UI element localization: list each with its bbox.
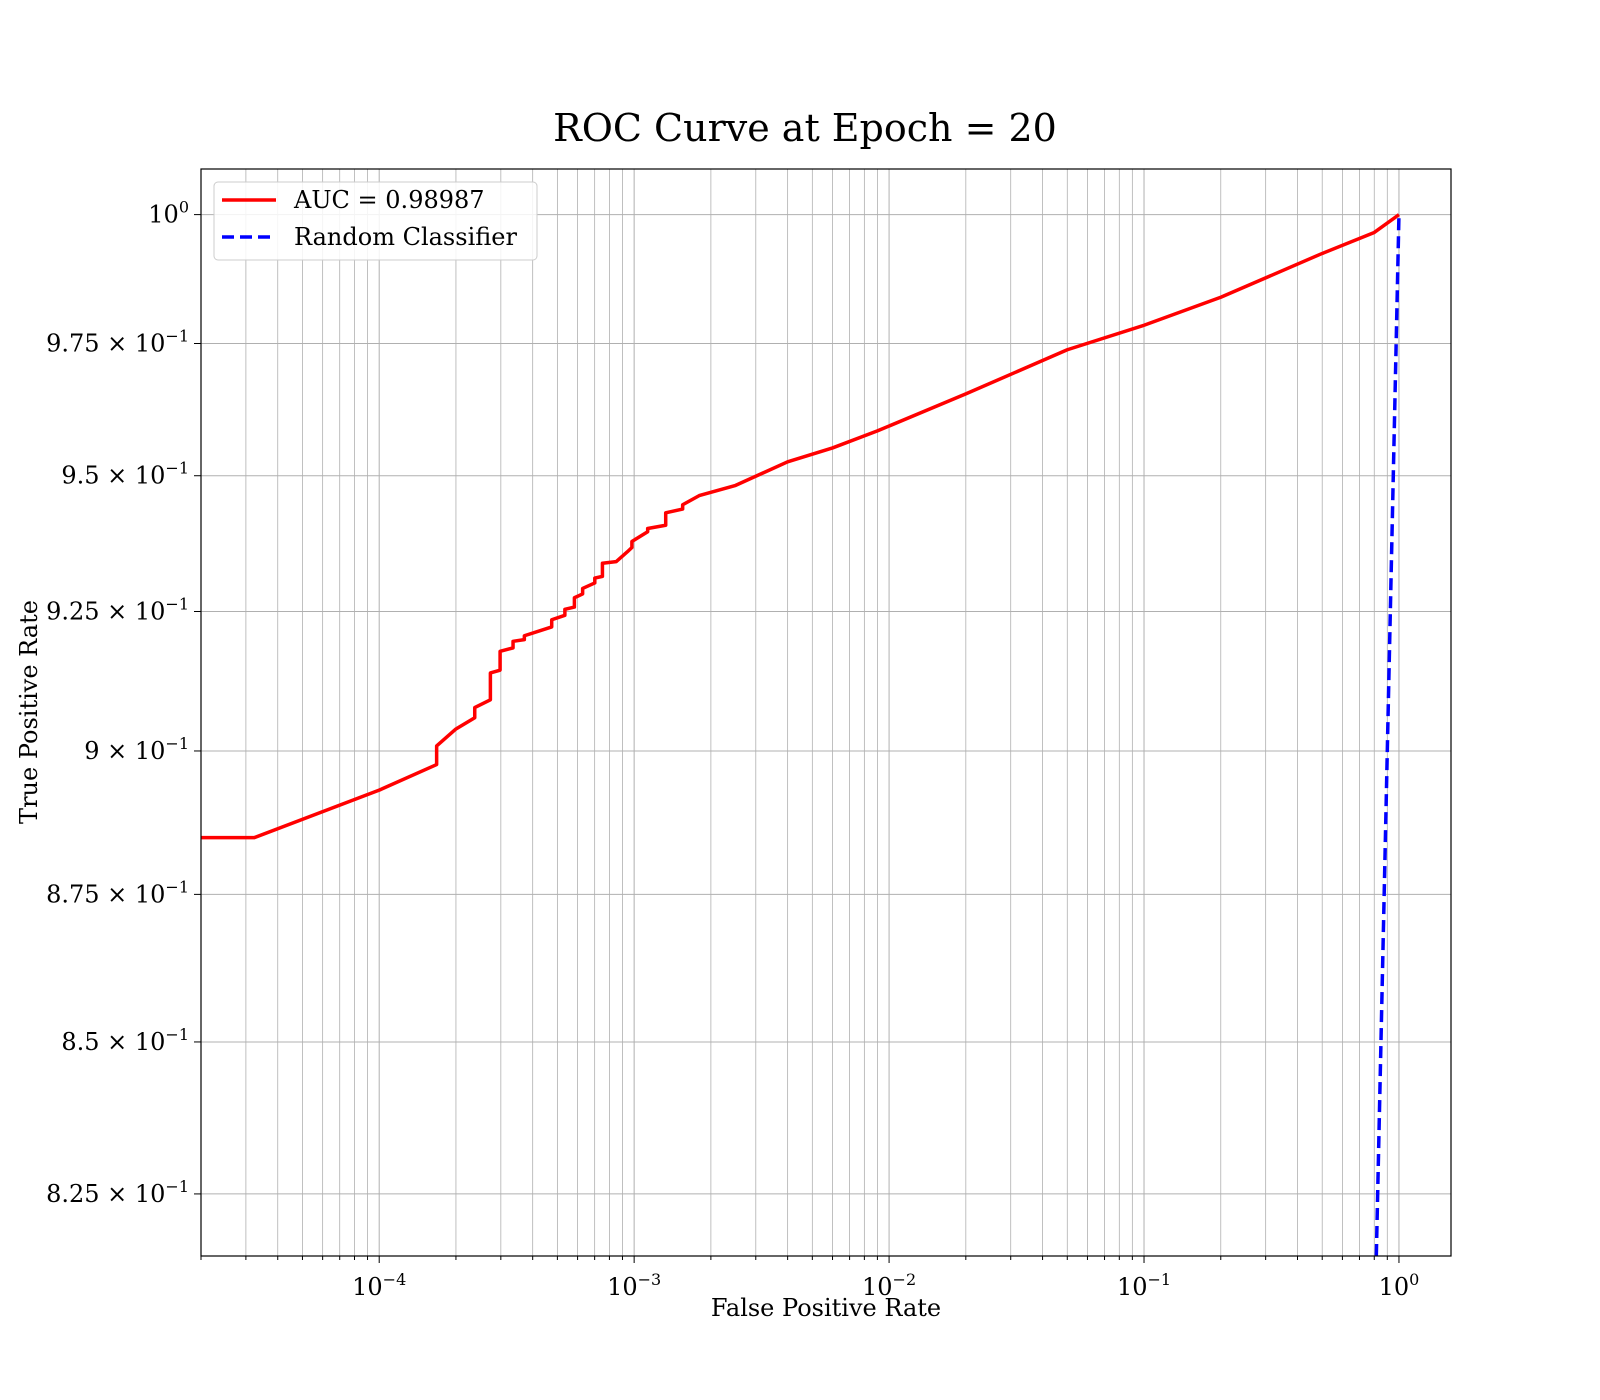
y-tick-label: 8.5 × 10−1 bbox=[61, 1025, 189, 1056]
y-axis-label: True Positive Rate bbox=[15, 600, 43, 824]
legend: AUC = 0.98987 Random Classifier bbox=[213, 181, 538, 261]
grid bbox=[200, 169, 1451, 1256]
y-tick-label: 9 × 10−1 bbox=[84, 734, 189, 765]
x-axis-label: False Positive Rate bbox=[711, 1294, 941, 1322]
x-tick-label: 10−2 bbox=[862, 1270, 916, 1301]
x-tick-label: 10−1 bbox=[1117, 1270, 1171, 1301]
legend-box bbox=[213, 181, 538, 261]
y-tick-label: 100 bbox=[148, 198, 189, 229]
plot-frame bbox=[200, 168, 1452, 1257]
x-tick-label: 10−3 bbox=[607, 1270, 661, 1301]
x-tick-label: 10−4 bbox=[352, 1270, 406, 1301]
x-axis-ticks: 10−4 10−3 10−2 10−1 100 bbox=[200, 1256, 1420, 1301]
legend-entry-label: Random Classifier bbox=[294, 223, 517, 251]
y-tick-label: 8.25 × 10−1 bbox=[46, 1177, 189, 1208]
roc-curve-line bbox=[201, 213, 1400, 840]
y-tick-label: 8.75 × 10−1 bbox=[46, 877, 189, 908]
y-axis-ticks: 100 9.75 × 10−1 9.5 × 10−1 9.25 × 10−1 9 × 1… bbox=[46, 198, 201, 1208]
y-tick-label: 9.75 × 10−1 bbox=[46, 326, 189, 357]
y-tick-label: 9.25 × 10−1 bbox=[46, 594, 189, 625]
y-tick-label: 9.5 × 10−1 bbox=[61, 459, 189, 490]
chart-title: ROC Curve at Epoch = 20 bbox=[553, 106, 1057, 150]
series-layer bbox=[201, 213, 1401, 1257]
x-tick-label: 100 bbox=[1379, 1270, 1420, 1301]
random-classifier-line bbox=[1374, 214, 1401, 1257]
legend-entry-label: AUC = 0.98987 bbox=[293, 186, 485, 214]
